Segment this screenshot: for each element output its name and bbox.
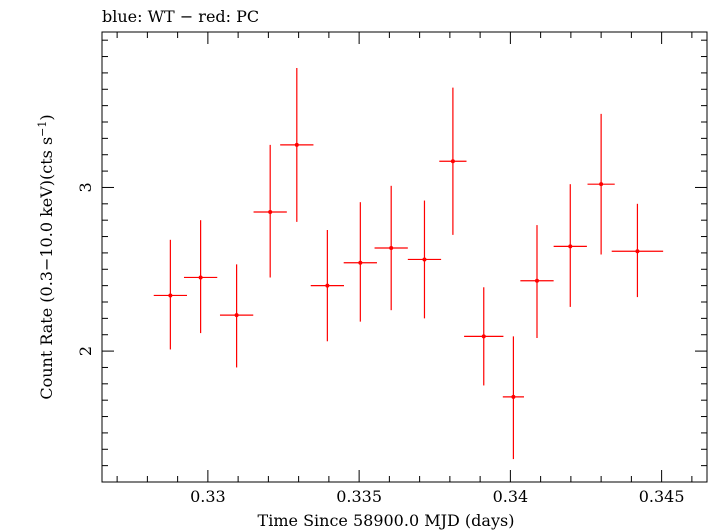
data-point [253,144,287,278]
data-point [153,239,188,350]
data-points [153,68,664,460]
x-tick-label: 0.34 [493,487,529,506]
data-point [407,200,442,319]
point-marker [294,142,299,147]
data-point [439,87,467,235]
data-point [464,287,504,386]
plot-frame [101,31,708,483]
point-marker [422,257,427,262]
x-tick-label: 0.33 [190,487,226,506]
y-axis-label: Count Rate (0.3−10.0 keV)(cts s−1) [36,114,56,399]
point-marker [635,249,640,254]
data-point [502,336,524,460]
point-marker [534,278,539,283]
data-point [520,225,554,338]
tick-labels: 0.33 0.335 0.34 0.345 2 3 [76,182,685,506]
data-point [587,113,615,255]
axis-ticks [102,32,707,483]
y-tick-label: 3 [76,182,95,192]
x-tick-label: 0.335 [336,487,382,506]
point-marker [268,210,273,214]
data-point [183,220,218,334]
data-point [219,264,254,368]
point-marker [568,244,573,249]
data-point [374,185,408,311]
y-axis-label-end: ) [37,114,56,120]
y-axis-label-main: Count Rate (0.3−10.0 keV)(cts s [37,137,56,400]
data-point [611,203,664,298]
data-point [553,184,587,307]
point-marker [599,182,604,187]
data-point [343,202,377,322]
y-tick-label: 2 [76,346,95,356]
point-marker [325,283,330,288]
point-marker [234,313,239,318]
y-axis-label-sup: −1 [36,121,49,137]
data-point [280,68,314,222]
point-marker [168,293,173,298]
point-marker [511,394,516,399]
chart-title: blue: WT − red: PC [102,7,259,26]
data-point [310,230,344,342]
point-marker [198,275,203,280]
x-tick-label: 0.345 [639,487,685,506]
x-axis-label: Time Since 58900.0 MJD (days) [258,511,515,530]
point-marker [450,159,455,164]
point-marker [389,246,394,250]
point-marker [358,260,363,265]
point-marker [481,334,486,339]
